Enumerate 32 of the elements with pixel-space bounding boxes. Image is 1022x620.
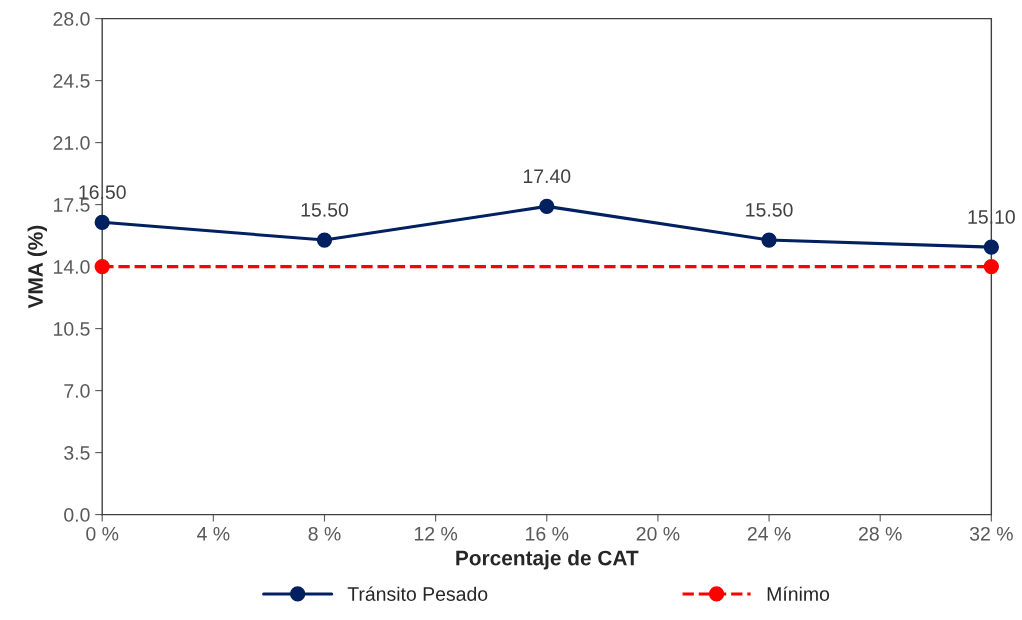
x-tick-label: 32 % [969, 526, 1013, 541]
x-tick-label: 24 % [747, 526, 791, 541]
data-label: 15.50 [301, 202, 349, 217]
x-tick-label: 4 % [197, 527, 230, 541]
y-tick-label: 28.0 [53, 12, 90, 26]
legend-label: Mínimo [767, 586, 830, 601]
y-tick-label: 7.0 [64, 384, 90, 398]
point [983, 258, 999, 275]
y-tick-label: 17.5 [54, 198, 90, 212]
point [316, 232, 333, 248]
legend-label: Tránsito Pesado [347, 586, 488, 601]
x-tick-label: 8 % [308, 526, 341, 541]
x-tick-label: 16 % [526, 526, 569, 541]
x-tick-label: 28 % [859, 526, 902, 541]
x-tick-label: 12 % [414, 526, 458, 541]
y-tick-label: 21.0 [53, 136, 90, 150]
x-axis-title: Porcentaje de CAT [456, 550, 639, 570]
x-tick-label: 0 % [86, 526, 119, 541]
y-tick-label: 10.5 [54, 322, 90, 336]
point [761, 232, 777, 248]
y-tick-label: 14.0 [54, 260, 90, 274]
data-label: 15.50 [746, 202, 793, 217]
point [94, 258, 110, 275]
data-label: 17.40 [523, 169, 571, 184]
point [983, 239, 999, 255]
y-tick-label: 3.5 [64, 446, 90, 460]
y-axis-title: VMA (%) [27, 225, 47, 309]
point [94, 214, 110, 230]
y-tick-label: 24.5 [53, 74, 90, 88]
x-tick-label: 20 % [636, 526, 680, 541]
y-tick-label: 0.0 [64, 508, 90, 522]
point [539, 198, 555, 215]
